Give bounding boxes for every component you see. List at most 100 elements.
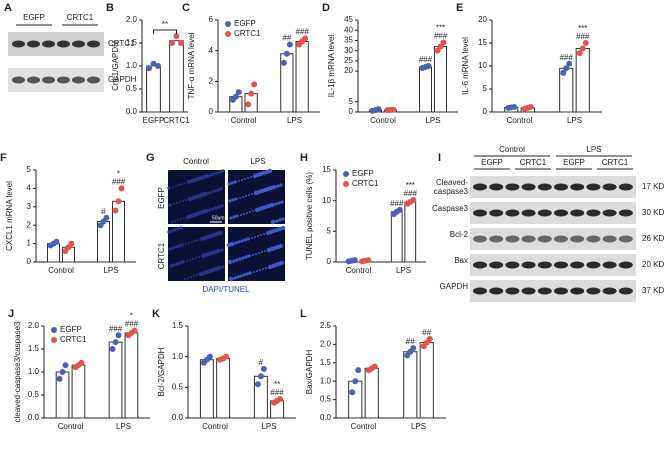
column-label: Control (183, 157, 209, 166)
nucleus (236, 275, 240, 279)
nucleus (258, 252, 260, 254)
nucleus (191, 241, 193, 243)
nucleus (276, 184, 280, 188)
significance-label: ### (125, 320, 139, 329)
nucleus (275, 219, 279, 223)
data-point (56, 375, 63, 382)
bar (348, 380, 363, 419)
blot-band (586, 209, 601, 217)
y-tick-label: 35 (344, 36, 353, 45)
blot-band (618, 235, 633, 243)
blot-band (618, 261, 633, 269)
nucleus (181, 183, 183, 185)
nucleus (267, 168, 273, 174)
nucleus (214, 206, 218, 210)
nucleus (246, 237, 250, 241)
y-axis-label: CXCL1 mRNA level (5, 181, 14, 251)
x-tick-label: Control (58, 422, 84, 431)
nucleus (167, 230, 171, 234)
data-point (232, 93, 239, 100)
nucleus (195, 257, 197, 259)
blot-band (57, 40, 70, 48)
nucleus (184, 182, 186, 184)
data-point (223, 353, 230, 360)
blot-band (57, 76, 70, 84)
nucleus (202, 191, 208, 197)
y-tick-label: 2.5 (320, 321, 332, 330)
data-point (425, 63, 432, 69)
y-tick-label: 1.5 (172, 321, 184, 330)
blot-band (602, 261, 617, 269)
x-tick-label: LPS (287, 116, 302, 125)
nucleus (233, 276, 237, 280)
nucleus (243, 238, 247, 242)
y-tick-label: 0 (27, 257, 32, 266)
nucleus (244, 255, 248, 259)
data-point (527, 103, 534, 110)
data-point (206, 353, 213, 360)
data-point (563, 65, 570, 72)
nucleus (232, 215, 236, 219)
y-tick-label: 10 (478, 61, 487, 70)
blot-membrane (470, 254, 636, 276)
y-tick-label: 0 (349, 107, 354, 116)
nucleus (210, 190, 214, 194)
nucleus (253, 175, 255, 177)
nucleus (240, 214, 242, 216)
significance-label: ### (576, 32, 590, 41)
band-size: 20 KD (642, 260, 665, 269)
data-point (68, 240, 75, 247)
nucleus (177, 219, 179, 221)
data-point (576, 50, 583, 57)
data-point (582, 40, 589, 46)
blot-band (554, 209, 568, 217)
data-point (440, 39, 447, 46)
nucleus (197, 239, 199, 241)
nucleus (244, 178, 246, 180)
nucleus (261, 251, 263, 253)
significance-label: *** (406, 181, 415, 190)
nucleus (265, 267, 267, 269)
blot-band (618, 287, 633, 295)
x-tick-label: LPS (396, 266, 411, 275)
nucleus (188, 242, 190, 244)
blot-band (87, 76, 100, 84)
nucleus (190, 276, 192, 278)
blot-band (27, 40, 40, 48)
x-tick-label: LPS (425, 116, 440, 125)
blot-band (489, 287, 504, 295)
panel-label: J (8, 308, 14, 320)
legend-marker (225, 21, 231, 27)
nucleus (192, 258, 194, 260)
nucleus (171, 246, 175, 250)
nucleus (183, 217, 185, 219)
nucleus (254, 236, 256, 238)
y-axis-label: IL-6 mRNA level (461, 37, 470, 95)
y-tick-label: 0.0 (28, 413, 40, 422)
blot-band (570, 287, 585, 295)
blot-band (537, 261, 552, 269)
x-tick-label: EGFP (143, 116, 165, 125)
nucleus (207, 191, 211, 195)
nucleus (242, 273, 246, 277)
significance-label: ### (109, 324, 123, 333)
data-point (248, 90, 255, 97)
y-tick-label: 1.5 (28, 344, 40, 353)
blot-band (521, 209, 536, 217)
blot-band (618, 183, 633, 191)
bar (295, 40, 309, 113)
nucleus (274, 202, 278, 206)
data-point (115, 198, 122, 205)
nucleus (196, 274, 198, 276)
blot-band (602, 287, 617, 295)
group-label: EGFP (563, 158, 585, 167)
significance-bracket (153, 29, 177, 34)
nucleus (234, 197, 238, 201)
blot-band (521, 261, 536, 269)
blot-band (570, 261, 585, 269)
legend-marker (343, 181, 349, 187)
bar (71, 364, 86, 419)
x-tick-label: Control (507, 116, 533, 125)
bar (146, 65, 161, 113)
nucleus (181, 260, 185, 264)
